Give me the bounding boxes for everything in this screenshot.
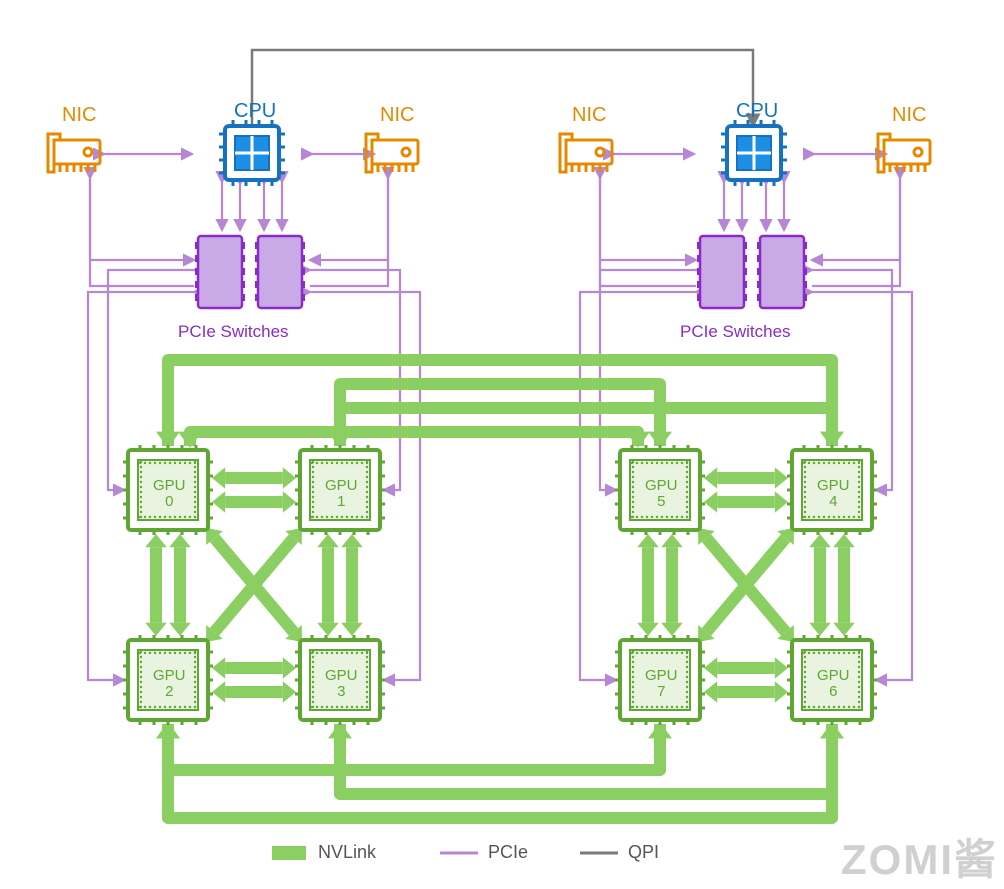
gpu-label-6: GPU6	[817, 668, 850, 700]
watermark: ZOMI酱	[841, 826, 998, 887]
switch-label-1: PCIe Switches	[680, 322, 791, 342]
cpu-label-0: CPU	[234, 100, 276, 123]
gpu-label-2: GPU2	[153, 668, 186, 700]
nic-label-3: NIC	[892, 104, 926, 127]
cpu-label-1: CPU	[736, 100, 778, 123]
gpu-label-7: GPU7	[645, 668, 678, 700]
gpu-label-0: GPU0	[153, 478, 186, 510]
switch-label-0: PCIe Switches	[178, 322, 289, 342]
topology-diagram	[0, 0, 1004, 889]
legend-nvlink-label: NVLink	[318, 842, 376, 863]
legend-pcie-label: PCIe	[488, 842, 528, 863]
nic-label-0: NIC	[62, 104, 96, 127]
gpu-label-3: GPU3	[325, 668, 358, 700]
gpu-label-1: GPU1	[325, 478, 358, 510]
gpu-label-5: GPU5	[645, 478, 678, 510]
nic-label-2: NIC	[572, 104, 606, 127]
gpu-label-4: GPU4	[817, 478, 850, 510]
nic-label-1: NIC	[380, 104, 414, 127]
legend-qpi-label: QPI	[628, 842, 659, 863]
